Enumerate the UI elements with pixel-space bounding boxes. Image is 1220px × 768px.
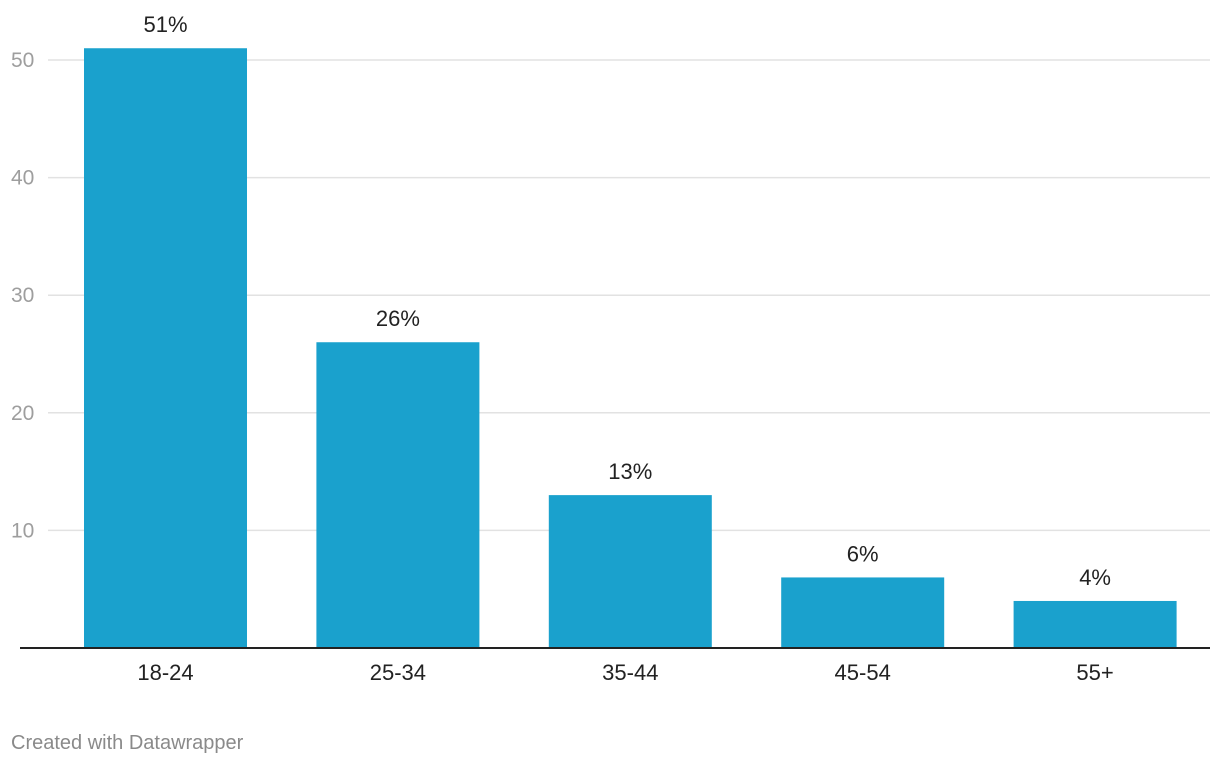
x-tick-label: 55+ bbox=[1076, 660, 1113, 685]
bar-55+ bbox=[1013, 600, 1177, 648]
x-axis-ticks: 18-24 25-34 35-44 45-54 55+ bbox=[137, 660, 1113, 685]
value-label: 51% bbox=[143, 12, 187, 37]
y-axis-ticks: 10 20 30 40 50 bbox=[11, 49, 34, 542]
bar-25-34 bbox=[316, 342, 480, 648]
y-tick-label: 20 bbox=[11, 402, 34, 425]
bars bbox=[84, 48, 1177, 649]
bar-18-24 bbox=[84, 48, 247, 649]
x-tick-label: 25-34 bbox=[370, 660, 426, 685]
y-tick-label: 50 bbox=[11, 49, 34, 72]
x-tick-label: 35-44 bbox=[602, 660, 658, 685]
datawrapper-credit: Created with Datawrapper bbox=[11, 732, 244, 754]
value-label: 4% bbox=[1079, 565, 1111, 590]
value-label: 6% bbox=[847, 541, 879, 566]
value-labels: 51% 26% 13% 6% 4% bbox=[143, 12, 1111, 590]
y-tick-label: 30 bbox=[11, 284, 34, 307]
x-tick-label: 45-54 bbox=[835, 660, 891, 685]
bar-35-44 bbox=[548, 495, 712, 648]
bar-45-54 bbox=[781, 577, 945, 648]
y-tick-label: 40 bbox=[11, 167, 34, 190]
x-tick-label: 18-24 bbox=[137, 660, 193, 685]
y-tick-label: 10 bbox=[11, 519, 34, 542]
value-label: 26% bbox=[376, 306, 420, 331]
bar-chart: 10 20 30 40 50 51% 26% 13% 6% 4% 18-24 25-34 35-44… bbox=[11, 12, 1210, 685]
value-label: 13% bbox=[608, 459, 652, 484]
